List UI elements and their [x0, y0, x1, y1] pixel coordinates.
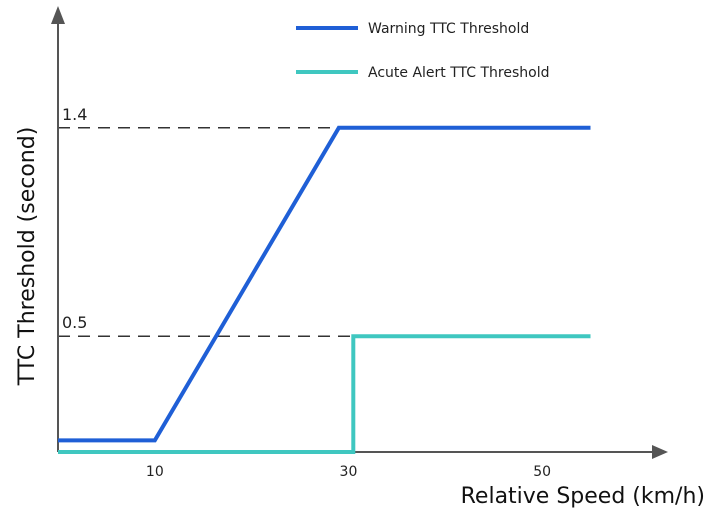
acute-alert-ttc-line — [58, 334, 591, 454]
x-axis-label: Relative Speed (km/h) — [461, 484, 705, 509]
legend-label: Warning TTC Threshold — [368, 21, 529, 37]
legend: Warning TTC Threshold Acute Alert TTC Thr… — [296, 21, 550, 81]
axes — [51, 6, 668, 459]
series-lines — [58, 125, 591, 454]
legend-label: Acute Alert TTC Threshold — [368, 65, 550, 81]
y-tick-label: 1.4 — [62, 105, 87, 124]
x-axis-arrow — [652, 445, 668, 459]
warning-ttc-line — [58, 125, 591, 443]
x-tick-label: 30 — [340, 464, 358, 480]
x-tick-label: 50 — [533, 464, 551, 480]
y-tick-label: 0.5 — [62, 313, 87, 332]
y-tick-labels: 1.4 0.5 — [62, 105, 87, 332]
x-tick-label: 10 — [146, 464, 164, 480]
y-axis-label: TTC Threshold (second) — [15, 127, 40, 387]
y-axis-arrow — [51, 6, 65, 24]
x-tick-labels: 10 30 50 — [146, 464, 551, 480]
reference-lines — [58, 127, 354, 337]
